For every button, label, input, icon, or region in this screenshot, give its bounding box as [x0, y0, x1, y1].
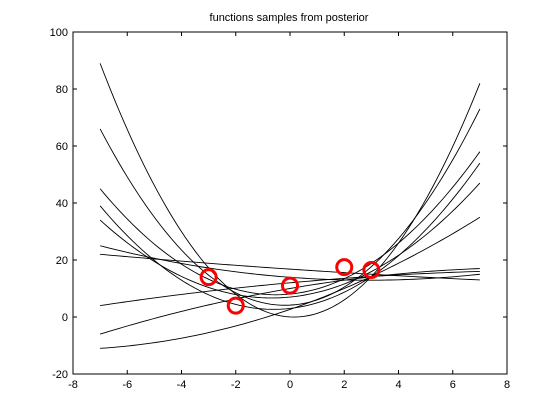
y-tick-label: 80 [56, 84, 68, 96]
y-tick-label: 100 [50, 27, 68, 39]
y-tick-label: -20 [52, 369, 68, 381]
sample-curve-9 [99, 268, 480, 335]
observation-marker [199, 268, 218, 287]
observation-markers [199, 258, 381, 315]
x-tick-label: 4 [395, 379, 401, 391]
observation-marker [281, 276, 299, 295]
sample-curve-2 [99, 108, 481, 306]
x-tick-label: -4 [177, 379, 187, 391]
sample-curve-7 [100, 253, 480, 281]
chart-title: functions samples from posterior [210, 12, 369, 24]
sample-curve-4 [99, 162, 481, 310]
sample-curves [99, 63, 481, 349]
y-tick-label: 40 [56, 198, 68, 210]
y-tick-label: 0 [62, 312, 68, 324]
x-axis-ticks: -8 -6 -4 -2 0 2 4 6 8 [68, 32, 510, 391]
sample-curve-8 [100, 270, 480, 307]
observation-marker [335, 258, 354, 277]
y-tick-label: 20 [56, 255, 68, 267]
sample-curve-5 [99, 182, 481, 299]
x-tick-label: 8 [504, 379, 510, 391]
sample-curve-10 [100, 216, 481, 349]
y-axis-ticks: -20 0 20 40 60 80 100 [50, 27, 507, 381]
y-tick-label: 60 [56, 141, 68, 153]
x-tick-label: -8 [68, 379, 78, 391]
x-tick-label: 2 [341, 379, 347, 391]
observation-marker [226, 296, 245, 315]
observation-marker [362, 260, 381, 279]
x-tick-label: -2 [231, 379, 241, 391]
x-tick-label: 0 [287, 379, 293, 391]
x-tick-label: 6 [450, 379, 456, 391]
x-tick-label: -6 [122, 379, 132, 391]
